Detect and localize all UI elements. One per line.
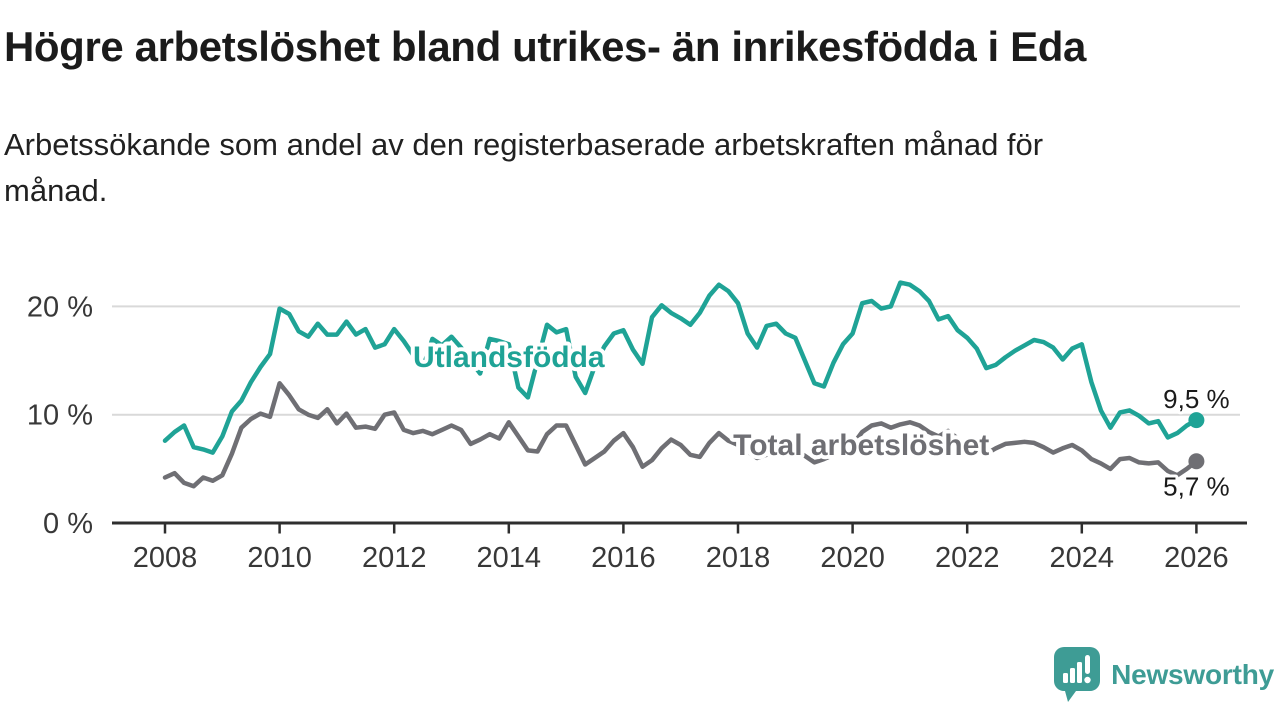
y-tick-label: 0 % (43, 508, 93, 540)
x-tick-label: 2024 (1050, 542, 1115, 574)
x-tick-label: 2012 (362, 542, 427, 574)
end-value-label-total: 5,7 % (1163, 471, 1230, 501)
end-dot-total (1188, 453, 1205, 470)
series-label-total: Total arbetslöshet (733, 429, 989, 462)
x-tick-label: 2010 (247, 542, 312, 574)
x-tick-label: 2020 (820, 542, 885, 574)
page-title: Högre arbetslöshet bland utrikes- än inr… (4, 23, 1086, 70)
subtitle-line-1: Arbetssökande som andel av den registerb… (4, 127, 1044, 162)
brand-footer: Newsworthy (1054, 647, 1274, 702)
x-tick-label: 2016 (591, 542, 656, 574)
end-value-label-utlandsfodda: 9,5 % (1163, 384, 1230, 414)
y-tick-label: 10 % (27, 400, 93, 432)
brand-name: Newsworthy (1111, 658, 1274, 690)
y-tick-label: 20 % (27, 291, 93, 323)
x-tick-label: 2018 (706, 542, 771, 574)
x-tick-label: 2022 (935, 542, 1000, 574)
x-tick-label: 2014 (477, 542, 542, 574)
x-tick-label: 2008 (133, 542, 198, 574)
series-line-total (162, 381, 1199, 489)
newsworthy-logo-icon (1054, 647, 1101, 702)
series-label-utlandsfodda: Utlandsfödda (413, 341, 605, 374)
x-tick-label: 2026 (1164, 542, 1229, 574)
end-dot-utlandsfodda (1188, 412, 1205, 429)
series-line-utlandsfodda (162, 280, 1199, 455)
chart-subtitle: Arbetssökande som andel av den registerb… (4, 122, 1043, 214)
subtitle-line-2: månad. (4, 173, 108, 208)
